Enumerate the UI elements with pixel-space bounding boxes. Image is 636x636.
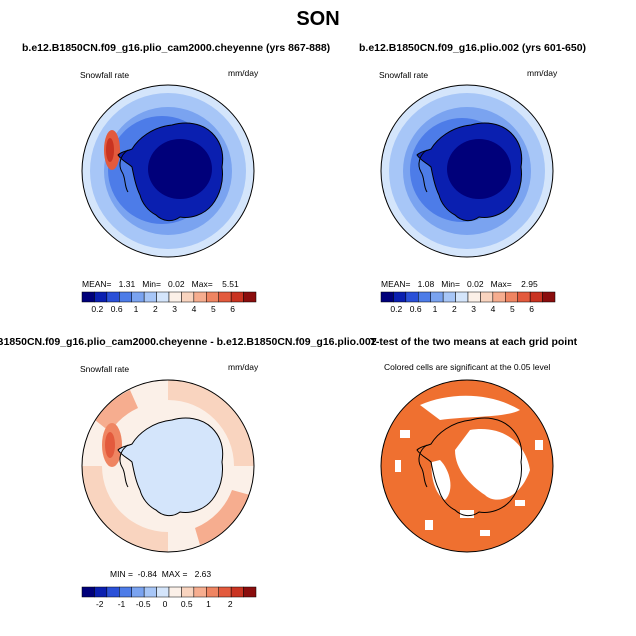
colorbar-swatch [492, 291, 506, 303]
colorbar-tick-label: 2 [228, 599, 233, 609]
colorbar-swatch [230, 291, 244, 303]
colorbar-swatch [243, 586, 257, 598]
colorbar-swatch [455, 291, 469, 303]
colorbar-tick-label: 0 [163, 599, 168, 609]
panel4-title: T-test of the two means at each grid poi… [370, 336, 578, 348]
colorbar-swatch [480, 291, 494, 303]
colorbar-swatch [168, 291, 182, 303]
colorbar-swatch [218, 291, 232, 303]
colorbar-swatch [106, 586, 120, 598]
colorbar-swatch [206, 586, 219, 598]
panel3-units: mm/day [228, 362, 259, 372]
panel3-colorbar: -2 -1 -0.5 0 0.5 1 2 [81, 586, 257, 609]
colorbar-swatch [218, 586, 232, 598]
colorbar-swatch [131, 291, 145, 303]
colorbar-swatch [393, 291, 407, 303]
colorbar-tick-label: 0.5 [181, 599, 193, 609]
colorbar-swatch [94, 586, 108, 598]
colorbar-swatch [193, 291, 207, 303]
colorbar-swatch [131, 586, 145, 598]
colorbar-tick-label: 2 [153, 304, 158, 314]
colorbar-swatch [81, 291, 95, 303]
colorbar-swatch [405, 291, 419, 303]
colorbar-tick-label: -2 [96, 599, 104, 609]
colorbar-tick-label: 5 [211, 304, 216, 314]
colorbar-tick-label: 1 [433, 304, 438, 314]
colorbar-tick-label: -0.5 [136, 599, 151, 609]
colorbar-swatch [94, 291, 108, 303]
figure-title: SON [296, 8, 340, 30]
colorbar-tick-label: 1 [206, 599, 211, 609]
colorbar-swatch [181, 586, 195, 598]
colorbar-tick-label: 2 [452, 304, 457, 314]
colorbar-swatch [380, 291, 394, 303]
colorbar-tick-label: 4 [192, 304, 197, 314]
colorbar-swatch [143, 586, 157, 598]
colorbar-swatch [230, 586, 244, 598]
colorbar-swatch [81, 586, 95, 598]
panel3-title: B1850CN.f09_g16.plio_cam2000.cheyenne - … [0, 336, 377, 348]
panel4-map [380, 379, 554, 553]
colorbar-tick-label: 3 [471, 304, 476, 314]
colorbar-tick-label: 3 [172, 304, 177, 314]
colorbar-tick-label: 0.2 [91, 304, 103, 314]
colorbar-swatch [156, 291, 170, 303]
colorbar-swatch [430, 291, 444, 303]
colorbar-swatch [206, 291, 219, 303]
panel2-units: mm/day [527, 68, 558, 78]
colorbar-swatch [505, 291, 518, 303]
colorbar-tick-label: -1 [118, 599, 126, 609]
colorbar-swatch [119, 586, 132, 598]
panel4-subtitle: Colored cells are significant at the 0.0… [384, 362, 551, 372]
colorbar-swatch [542, 291, 556, 303]
colorbar-tick-label: 4 [491, 304, 496, 314]
colorbar-swatch [467, 291, 481, 303]
colorbar-swatch [181, 291, 195, 303]
panel1-colorbar: 0.2 0.6 1 2 3 4 5 6 [81, 291, 257, 314]
colorbar-swatch [119, 291, 132, 303]
panel3-map [81, 379, 255, 553]
colorbar-tick-label: 0.6 [111, 304, 123, 314]
panel2-title: b.e12.B1850CN.f09_g16.plio.002 (yrs 601-… [359, 42, 587, 54]
panel1-map [81, 84, 255, 258]
panel2-variable: Snowfall rate [379, 70, 429, 80]
panel2-colorbar: 0.2 0.6 1 2 3 4 5 6 [380, 291, 556, 314]
colorbar-tick-label: 1 [134, 304, 139, 314]
colorbar-swatch [243, 291, 257, 303]
colorbar-tick-label: 0.6 [410, 304, 422, 314]
colorbar-tick-label: 6 [230, 304, 235, 314]
panel3-stats: MIN = -0.84 MAX = 2.63 [110, 569, 212, 579]
panel2-map [380, 84, 554, 258]
panel3-variable: Snowfall rate [80, 364, 130, 374]
colorbar-swatch [529, 291, 543, 303]
panel1-units: mm/day [228, 68, 259, 78]
colorbar-swatch [168, 586, 182, 598]
colorbar-swatch [517, 291, 531, 303]
colorbar-swatch [143, 291, 157, 303]
colorbar-tick-label: 6 [529, 304, 534, 314]
panel1-title: b.e12.B1850CN.f09_g16.plio_cam2000.cheye… [22, 42, 331, 54]
colorbar-tick-label: 5 [510, 304, 515, 314]
colorbar-swatch [442, 291, 456, 303]
colorbar-swatch [418, 291, 431, 303]
colorbar-tick-label: 0.2 [390, 304, 402, 314]
colorbar-swatch [106, 291, 120, 303]
colorbar-swatch [156, 586, 170, 598]
colorbar-swatch [193, 586, 207, 598]
panel2-stats: MEAN= 1.08 Min= 0.02 Max= 2.95 [381, 279, 538, 289]
panel1-variable: Snowfall rate [80, 70, 130, 80]
panel1-stats: MEAN= 1.31 Min= 0.02 Max= 5.51 [82, 279, 239, 289]
